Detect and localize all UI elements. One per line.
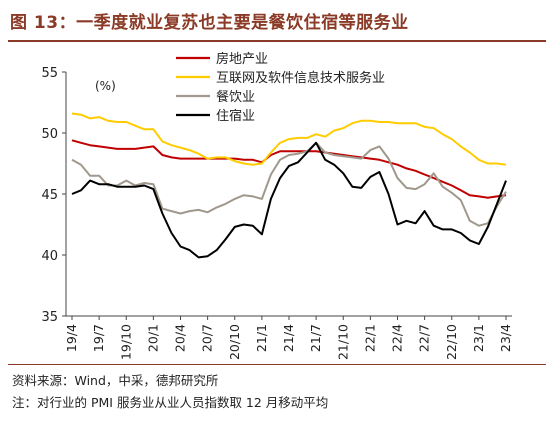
y-axis-ticks: 35 40 45 50 55 [41,66,66,325]
footer-divider [8,364,546,365]
x-tick-label: 19/7 [91,324,106,352]
y-tick-label: 45 [41,188,58,203]
y-tick-label: 40 [41,249,58,264]
y-tick-label: 35 [41,310,58,325]
x-tick-label: 20/4 [173,324,188,352]
series-line-2 [71,112,507,166]
x-tick-label: 19/4 [64,324,79,352]
x-tick-label: 20/10 [227,324,242,360]
x-tick-label: 19/10 [118,324,133,360]
series-lines [71,112,507,259]
note-text: 注：对行业的 PMI 服务业从业人员指数取 12 月移动平均 [12,395,329,410]
legend-label-4: 住宿业 [216,108,255,124]
x-tick-label: 20/7 [200,324,215,352]
x-tick-label: 22/7 [417,324,432,352]
x-tick-label: 21/7 [308,324,323,352]
legend-label-1: 房地产业 [216,51,268,67]
x-tick-label: 21/1 [254,324,269,352]
line-chart: 35 40 45 50 55 19/4 19/7 19/10 20/1 20/4 20/7 20/1… [41,51,513,360]
x-tick-label: 21/10 [335,324,350,360]
title-divider [8,40,546,42]
x-tick-label: 22/10 [444,324,459,360]
chart-title: 图 13：一季度就业复苏也主要是餐饮住宿等服务业 [10,13,409,33]
series-line-1 [71,139,507,199]
y-tick-label: 55 [41,66,58,81]
y-tick-label: 50 [41,127,58,142]
legend-label-2: 互联网及软件信息技术服务业 [216,70,385,86]
x-tick-label: 23/4 [498,324,513,352]
unit-label: (%) [95,79,116,93]
x-tick-label: 21/4 [281,324,296,352]
series-line-4 [71,141,507,259]
x-tick-label: 20/1 [145,324,160,352]
chart-axes [65,72,512,317]
source-text: 资料来源：Wind，中采，德邦研究所 [12,373,219,388]
x-tick-label: 22/1 [362,324,377,352]
x-tick-label: 23/1 [471,324,486,352]
x-tick-label: 22/4 [390,324,405,352]
x-axis-ticks: 19/4 19/7 19/10 20/1 20/4 20/7 20/10 21/1 21/4 21… [64,316,513,360]
series-line-3 [71,141,507,227]
legend-label-3: 餐饮业 [216,89,255,105]
